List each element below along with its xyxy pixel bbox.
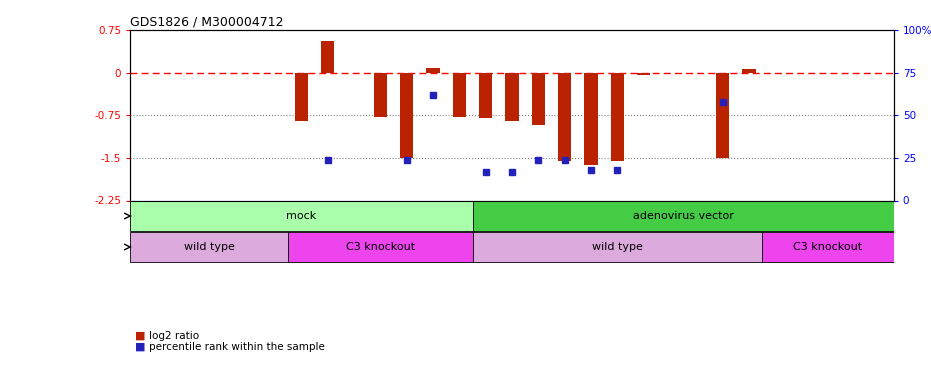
Text: mock: mock — [287, 211, 317, 221]
Text: C3 knockout: C3 knockout — [793, 242, 862, 252]
Bar — [452, 73, 466, 117]
Bar — [321, 41, 334, 73]
Bar — [374, 73, 387, 117]
Bar — [289, 232, 473, 262]
Bar — [400, 73, 413, 158]
Bar — [473, 201, 894, 231]
Text: ■: ■ — [135, 342, 145, 352]
Text: log2 ratio: log2 ratio — [149, 331, 199, 340]
Bar — [506, 73, 519, 121]
Bar — [558, 73, 572, 161]
Bar — [742, 69, 756, 73]
Bar — [426, 68, 439, 73]
Text: adenovirus vector: adenovirus vector — [633, 211, 734, 221]
Bar — [716, 73, 729, 158]
Text: wild type: wild type — [592, 242, 642, 252]
Bar — [130, 232, 289, 262]
Bar — [611, 73, 624, 161]
Bar — [295, 73, 308, 121]
Bar — [762, 232, 894, 262]
Text: ■: ■ — [135, 331, 145, 340]
Text: wild type: wild type — [184, 242, 235, 252]
Text: percentile rank within the sample: percentile rank within the sample — [149, 342, 325, 352]
Bar — [637, 73, 650, 75]
Bar — [473, 232, 762, 262]
Text: GDS1826 / M300004712: GDS1826 / M300004712 — [130, 16, 284, 29]
Bar — [130, 201, 473, 231]
Bar — [532, 73, 545, 126]
Bar — [585, 73, 598, 165]
Text: C3 knockout: C3 knockout — [345, 242, 415, 252]
Bar — [479, 73, 492, 118]
